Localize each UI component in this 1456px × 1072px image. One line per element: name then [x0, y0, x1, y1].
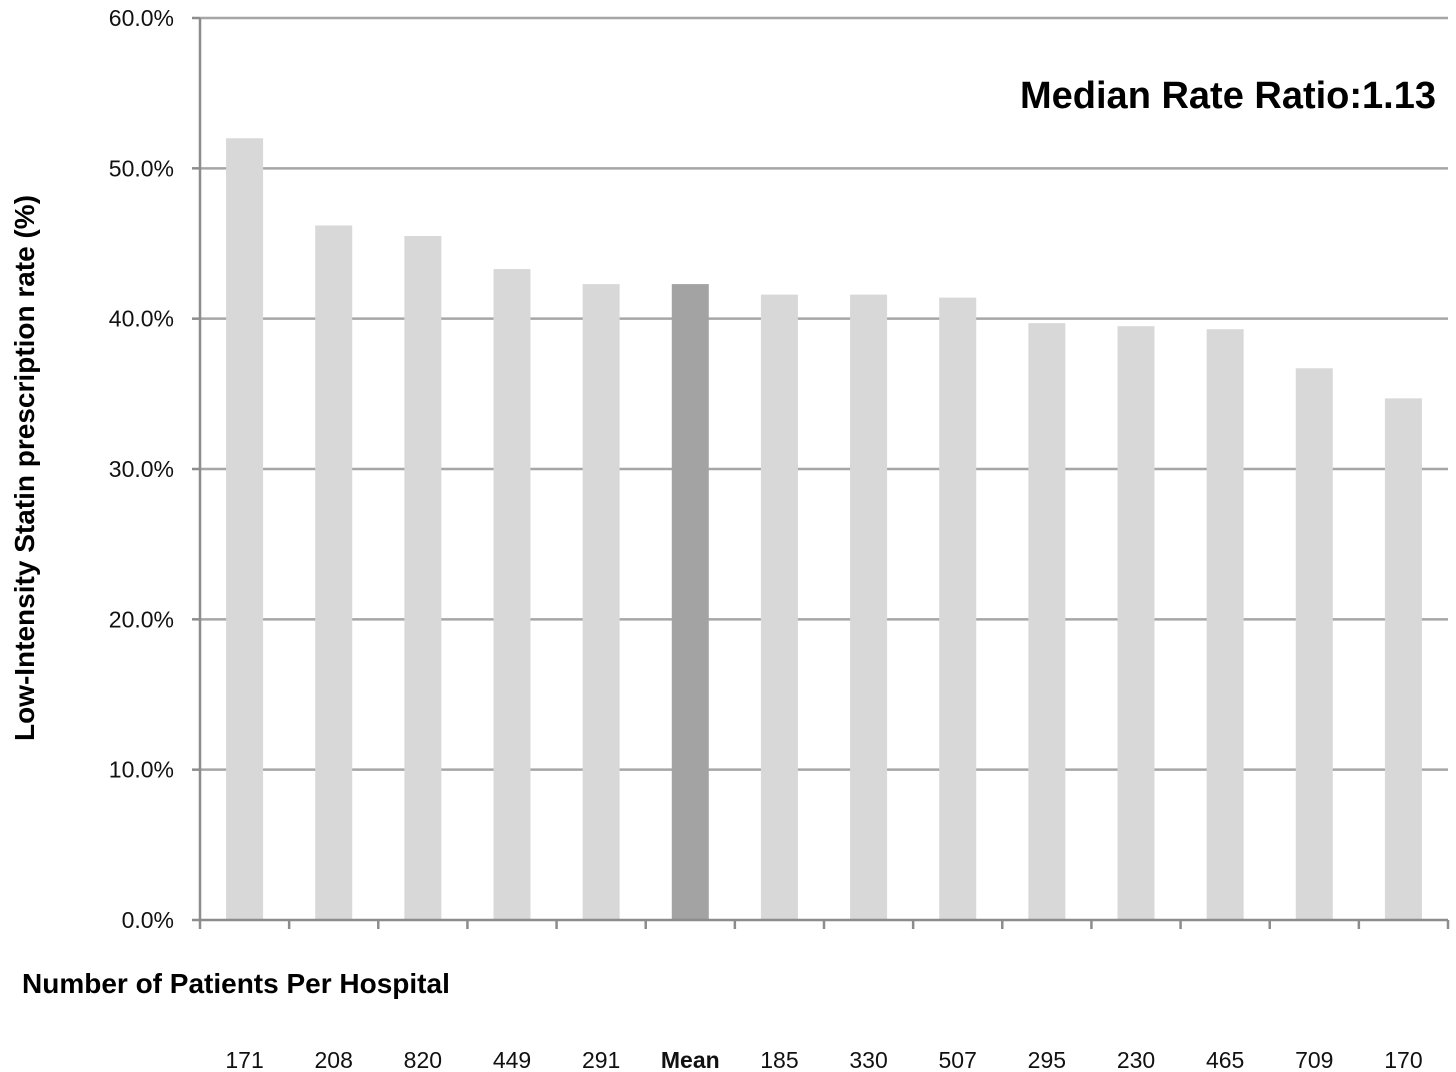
x-category-label: 709: [1295, 1047, 1333, 1072]
y-axis-ticks: 0.0% 10.0% 20.0% 30.0% 40.0% 50.0% 60.0%: [109, 5, 200, 933]
x-category-label: 507: [939, 1047, 977, 1072]
x-category-label: 230: [1117, 1047, 1155, 1072]
x-axis-ticks: [198, 920, 1450, 929]
x-category-label: Mean: [661, 1047, 720, 1072]
y-tick-label: 20.0%: [109, 606, 174, 632]
bar: [1295, 368, 1333, 920]
x-category-label: 208: [315, 1047, 353, 1072]
x-category-label: 295: [1028, 1047, 1066, 1072]
y-axis-title: Low-Intensity Statin prescription rate (…: [9, 195, 40, 741]
bar: [226, 138, 264, 920]
median-rate-ratio-annotation: Median Rate Ratio:1.13: [1020, 75, 1436, 117]
bar-mean: [671, 284, 709, 921]
bar: [939, 297, 977, 920]
bar: [1206, 329, 1244, 920]
y-tick-label: 10.0%: [109, 757, 174, 783]
bar: [1384, 398, 1422, 920]
bar: [1028, 323, 1066, 921]
gridlines: [200, 16, 1448, 771]
y-tick-label: 50.0%: [109, 155, 174, 181]
bar: [404, 235, 442, 920]
y-tick-label: 0.0%: [122, 907, 174, 933]
bar: [582, 284, 620, 921]
x-category-label: 171: [225, 1047, 263, 1072]
bars: [226, 138, 1422, 921]
x-axis-category-labels: 171 208 820 449 291 Mean 185 330 507 295 230 465 709…: [225, 1047, 1422, 1072]
x-category-label: 465: [1206, 1047, 1244, 1072]
bar: [493, 269, 531, 921]
bar: [850, 294, 888, 920]
x-category-label: 820: [404, 1047, 442, 1072]
bar: [760, 294, 798, 920]
y-tick-label: 30.0%: [109, 456, 174, 482]
x-category-label: 291: [582, 1047, 620, 1072]
x-category-label: 449: [493, 1047, 531, 1072]
bar: [1117, 326, 1155, 920]
y-tick-label: 60.0%: [109, 5, 174, 31]
x-category-label: 330: [849, 1047, 887, 1072]
x-axis-title: Number of Patients Per Hospital: [22, 968, 450, 999]
x-category-label: 170: [1384, 1047, 1422, 1072]
x-category-label: 185: [760, 1047, 798, 1072]
y-tick-label: 40.0%: [109, 306, 174, 332]
bar: [315, 225, 353, 920]
